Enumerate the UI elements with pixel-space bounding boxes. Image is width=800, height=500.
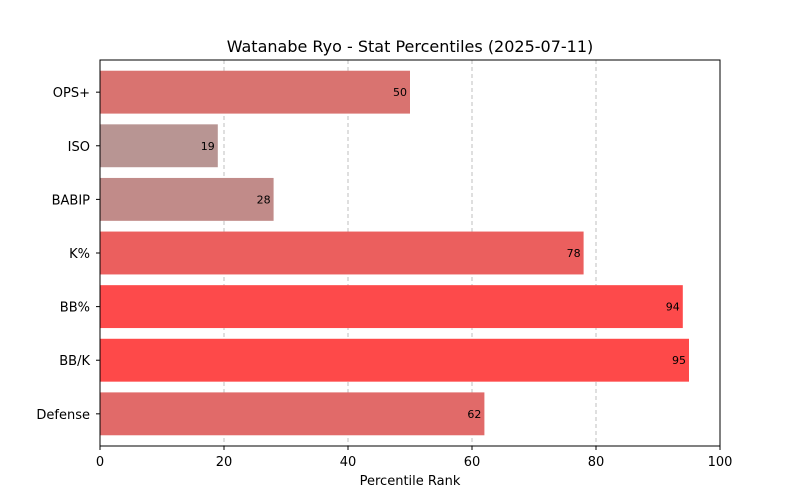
x-tick-labels: 0 20 40 60 80 100	[96, 446, 733, 470]
data-label: 95	[672, 354, 686, 367]
y-tick-label: BB%	[60, 301, 90, 316]
bar-babip	[100, 177, 274, 221]
x-tick-label: 20	[216, 455, 233, 470]
x-tick-label: 0	[96, 455, 104, 470]
plot-frame	[99, 59, 721, 447]
bar-iso	[100, 124, 218, 168]
bar-bb-k	[100, 338, 689, 382]
x-axis-label: Percentile Rank	[360, 474, 461, 489]
y-tick-label: K%	[69, 247, 90, 262]
x-tick-label: 80	[588, 455, 605, 470]
data-label: 78	[567, 247, 581, 260]
y-tick-label: ISO	[68, 140, 90, 155]
bar-defense	[100, 392, 485, 436]
y-tick-label: Defense	[36, 408, 90, 423]
data-label: 28	[257, 193, 271, 206]
x-tick-label: 40	[340, 455, 357, 470]
y-tick-label: BB/K	[59, 354, 90, 369]
x-tick-label: 60	[464, 455, 481, 470]
y-tick-label: BABIP	[52, 193, 91, 208]
data-label: 62	[467, 408, 481, 421]
chart-title: Watanabe Ryo - Stat Percentiles (2025-07…	[227, 37, 594, 56]
x-tick-label: 100	[708, 455, 733, 470]
data-label: 19	[201, 140, 215, 153]
y-tick-label: OPS+	[53, 86, 90, 101]
bar-bb-	[100, 285, 683, 329]
bar-k-	[100, 231, 584, 275]
data-label: 50	[393, 86, 407, 99]
bar-ops-	[100, 70, 410, 114]
data-label: 94	[666, 301, 680, 314]
bars: 50 19 28 78 94 95 62	[100, 70, 689, 436]
y-tick-labels: OPS+ ISO BABIP K% BB% BB/K Defense	[36, 86, 100, 423]
